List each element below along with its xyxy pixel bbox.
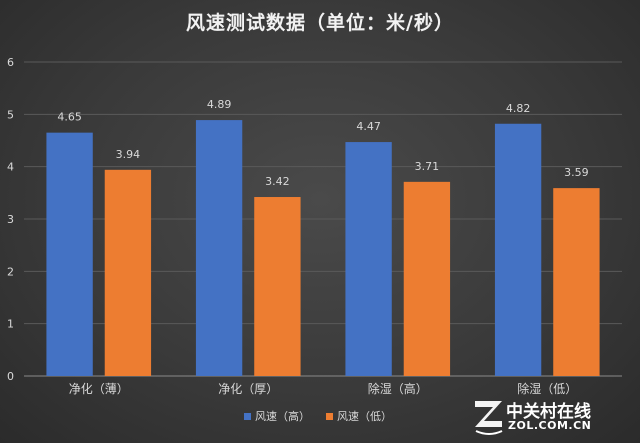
y-tick-label: 4 — [7, 161, 14, 174]
bar — [46, 132, 93, 376]
x-tick-label: 除湿（低） — [517, 381, 577, 396]
bar — [403, 181, 451, 376]
legend: 风速（高） 风速（低） — [244, 409, 392, 423]
y-tick-label: 6 — [7, 56, 14, 69]
y-tick-label: 1 — [7, 318, 14, 331]
y-tick-label: 3 — [7, 213, 14, 226]
legend-swatch — [326, 413, 333, 420]
legend-label: 风速（高） — [255, 409, 310, 423]
watermark-en: ZOL.COM.CN — [508, 419, 592, 432]
legend-swatch — [244, 413, 251, 420]
data-label: 3.71 — [415, 160, 440, 173]
y-tick-label: 2 — [7, 265, 14, 278]
bar — [254, 197, 301, 376]
bar — [345, 142, 392, 376]
x-tick-label: 净化（厚） — [218, 382, 278, 396]
bar — [494, 123, 542, 377]
legend-label: 风速（低） — [337, 410, 392, 423]
zol-logo-icon — [475, 401, 503, 435]
zol-watermark: 中关村在线 ZOL.COM.CN — [472, 397, 632, 437]
watermark-cn: 中关村在线 — [506, 402, 591, 422]
bar — [553, 188, 600, 376]
bar — [104, 169, 152, 376]
data-label: 3.42 — [265, 175, 290, 188]
bar — [195, 120, 243, 376]
y-tick-label: 5 — [7, 108, 14, 121]
data-label: 4.89 — [207, 98, 232, 111]
data-label: 4.47 — [356, 120, 381, 133]
x-tick-label: 净化（薄） — [69, 381, 129, 396]
y-axis-ticks: 0 1 2 3 4 5 6 — [7, 56, 14, 383]
data-labels: 4.65 3.94 4.89 3.42 4.47 3.71 4.82 3.59 — [57, 98, 588, 188]
data-label: 4.65 — [57, 111, 82, 124]
bars — [46, 120, 600, 377]
x-tick-label: 除湿（高） — [368, 381, 428, 396]
data-label: 4.82 — [506, 102, 531, 115]
data-label: 3.59 — [564, 166, 589, 179]
chart-title: 风速测试数据（单位：米/秒） — [186, 12, 454, 34]
data-label: 3.94 — [116, 148, 141, 161]
y-tick-label: 0 — [7, 370, 14, 383]
x-axis-ticks: 净化（薄） 净化（厚） 除湿（高） 除湿（低） — [69, 381, 578, 396]
